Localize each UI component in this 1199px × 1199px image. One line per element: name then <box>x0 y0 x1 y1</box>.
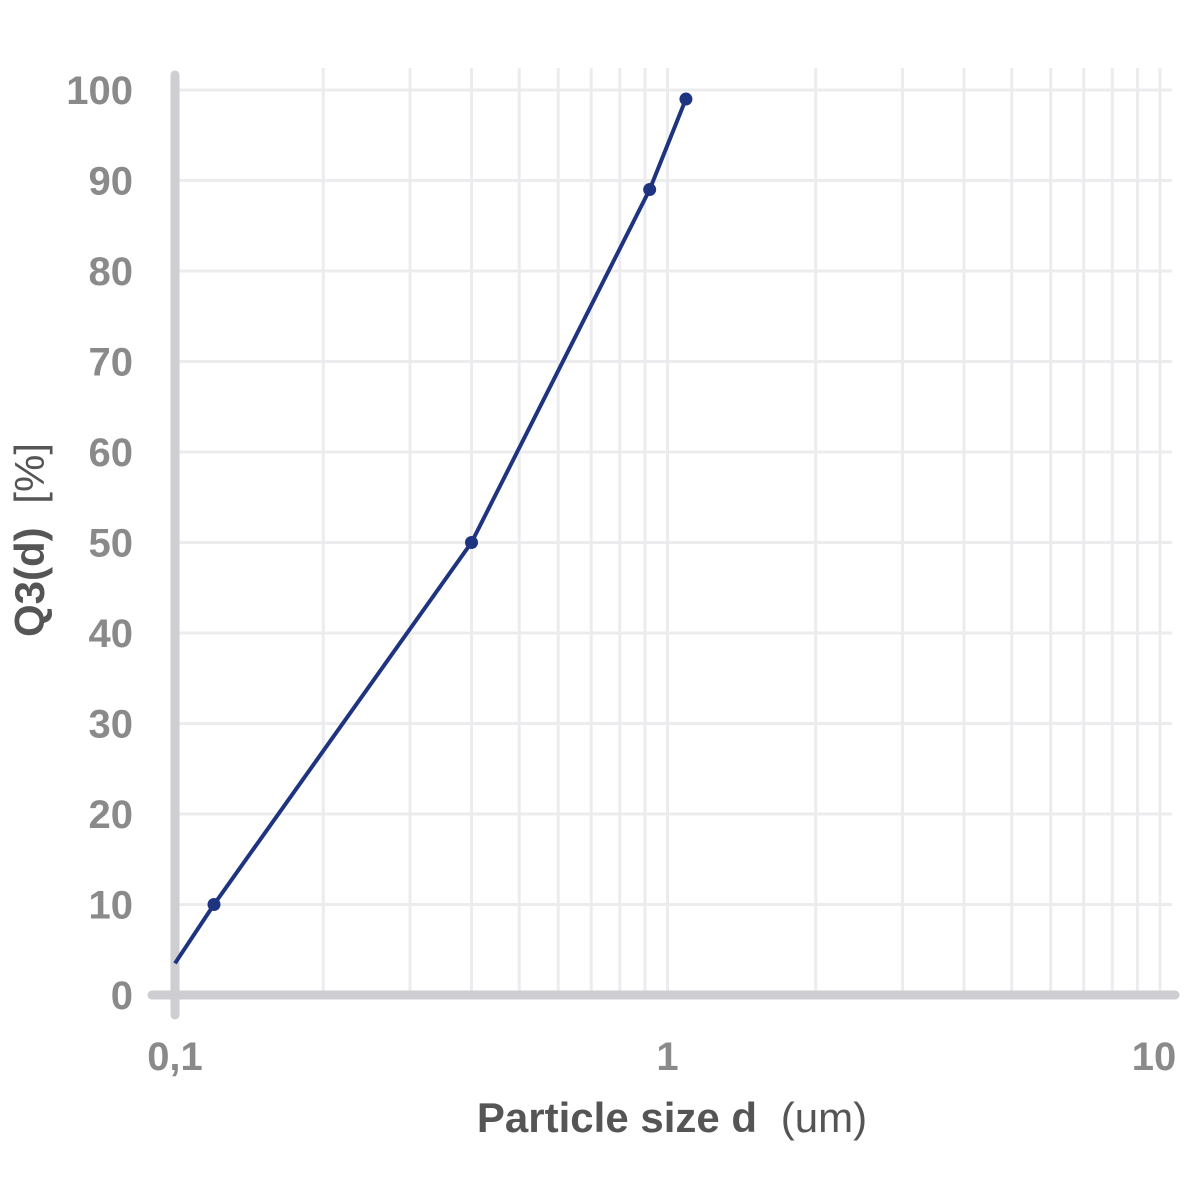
y-tick-label: 80 <box>89 250 134 294</box>
y-axis-title-unit: [%] <box>6 443 53 504</box>
x-axis-title-unit: (um) <box>781 1094 867 1141</box>
y-tick-label: 60 <box>89 431 134 475</box>
x-tick-label: 10 <box>1132 1035 1177 1079</box>
y-axis-title: Q3(d) [%] <box>6 443 53 637</box>
y-tick-label: 90 <box>89 160 134 204</box>
y-tick-label: 40 <box>89 612 134 656</box>
x-tick-label: 1 <box>656 1035 678 1079</box>
x-gridlines <box>321 68 1162 995</box>
data-point <box>207 898 221 911</box>
y-tick-label: 10 <box>89 884 134 928</box>
y-tick-label: 0 <box>111 974 133 1018</box>
y-tick-label: 20 <box>89 793 134 837</box>
y-tick-label: 50 <box>89 522 134 566</box>
x-tick-labels: 0,1 1 10 <box>147 1035 1176 1079</box>
y-axis-title-main: Q3(d) <box>6 527 53 637</box>
y-tick-labels: 0 10 20 30 40 50 60 70 80 90 100 <box>66 69 133 1018</box>
data-point <box>643 183 657 197</box>
x-tick-label: 0,1 <box>147 1035 203 1079</box>
series-line <box>173 98 688 965</box>
x-axis-title-main: Particle size d <box>477 1094 757 1141</box>
y-tick-label: 100 <box>66 69 133 113</box>
x-axis-title: Particle size d (um) <box>477 1094 867 1141</box>
data-point <box>465 536 479 549</box>
y-tick-label: 70 <box>89 341 134 385</box>
data-point <box>679 92 693 106</box>
series-group <box>173 92 693 965</box>
y-tick-label: 30 <box>89 703 134 747</box>
